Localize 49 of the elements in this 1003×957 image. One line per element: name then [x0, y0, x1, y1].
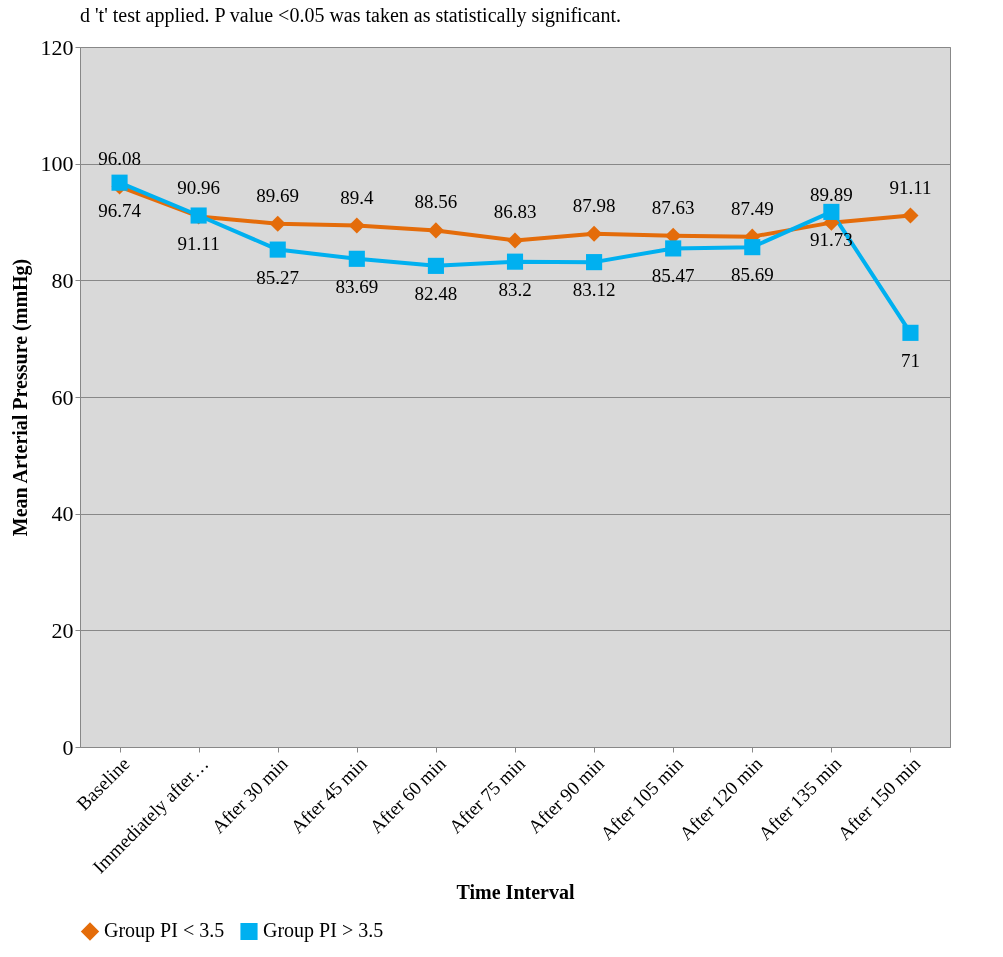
data-label: 90.96 [177, 177, 221, 199]
point [348, 250, 365, 267]
point [348, 217, 365, 234]
data-label: 89.89 [809, 183, 853, 205]
data-label: 96.74 [98, 199, 142, 221]
point [506, 253, 524, 270]
point [744, 239, 761, 256]
point [427, 257, 444, 274]
data-label: 89.4 [340, 186, 374, 208]
y-tick-label: 120 [40, 34, 74, 60]
point [902, 324, 919, 341]
y-tick-label: 40 [51, 501, 74, 527]
point [111, 174, 128, 191]
point [902, 207, 919, 224]
data-label: 87.49 [730, 197, 774, 219]
data-label: 71 [900, 349, 920, 371]
data-label: 85.27 [256, 266, 300, 288]
point [823, 203, 840, 220]
data-label: 87.98 [572, 194, 616, 216]
point [269, 215, 286, 232]
data-label: 88.56 [414, 191, 458, 213]
data-label: 82.48 [414, 282, 458, 304]
y-tick-label: 60 [51, 384, 74, 410]
point [269, 241, 286, 258]
legend-label: Group PI < 3.5 [104, 919, 225, 943]
data-label: 85.47 [651, 265, 695, 287]
data-label: 91.11 [177, 232, 220, 254]
data-label: 87.63 [651, 196, 695, 218]
data-label: 85.69 [730, 264, 774, 286]
x-axis-title: Time Interval [456, 881, 575, 904]
legend-label: Group PI > 3.5 [263, 919, 384, 943]
data-label: 83.69 [335, 275, 379, 297]
point [427, 222, 444, 239]
y-tick-label: 0 [62, 734, 74, 760]
y-axis-title: Mean Arterial Pressure (mmHg) [8, 258, 32, 537]
data-label: 96.08 [98, 147, 141, 169]
y-tick-label: 20 [51, 617, 74, 643]
data-label: 91.11 [889, 176, 932, 198]
data-label: 83.2 [498, 278, 532, 300]
data-label: 83.12 [572, 279, 616, 301]
text: d 't' test applied. P value <0.05 was taken as statistically significant. [80, 4, 621, 27]
y-tick-label: 80 [51, 267, 74, 293]
point [665, 240, 682, 257]
point [586, 254, 603, 271]
data-label: 89.69 [256, 184, 300, 206]
data-label: 86.83 [493, 201, 537, 223]
point [586, 225, 603, 242]
y-tick-label: 100 [40, 151, 74, 177]
point [506, 232, 524, 249]
